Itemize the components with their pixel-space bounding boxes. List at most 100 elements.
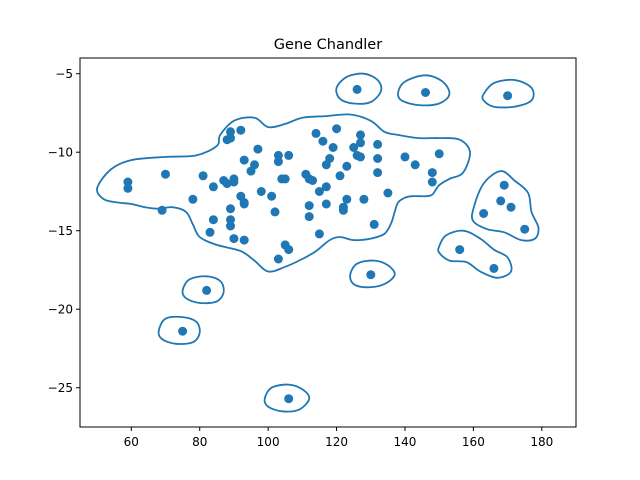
- scatter-point: [273, 254, 283, 264]
- density-contour-5: [437, 229, 513, 279]
- scatter-point: [284, 394, 294, 404]
- scatter-point: [205, 227, 215, 237]
- density-contour-8: [157, 315, 201, 345]
- scatter-point: [280, 174, 290, 184]
- scatter-point: [325, 154, 335, 163]
- scatter-point: [400, 152, 410, 162]
- density-contour-6: [349, 259, 396, 289]
- scatter-point: [270, 207, 280, 217]
- scatter-point: [267, 191, 277, 201]
- plot-area-frame: [79, 57, 577, 428]
- scatter-point: [359, 194, 369, 204]
- x-tick-label: 120: [325, 435, 348, 449]
- scatter-point: [157, 205, 167, 215]
- scatter-point: [202, 285, 212, 295]
- scatter-point: [161, 169, 170, 179]
- scatter-point: [123, 177, 133, 187]
- y-tick-label: −15: [48, 224, 73, 238]
- x-tick-label: 180: [530, 435, 553, 449]
- scatter-point: [335, 171, 345, 181]
- scatter-point: [208, 215, 218, 225]
- x-tick-label: 60: [124, 435, 139, 449]
- scatter-point: [198, 171, 208, 181]
- scatter-point: [427, 177, 437, 187]
- scatter-point: [311, 128, 321, 138]
- scatter-point: [229, 174, 239, 184]
- scatter-point: [455, 245, 465, 255]
- density-contour-1: [335, 72, 383, 105]
- scatter-point: [373, 154, 383, 163]
- y-axis-ticks: −5 −10 −15 −20 −25: [48, 67, 80, 395]
- scatter-point: [284, 150, 294, 160]
- scatter-point: [250, 160, 259, 170]
- scatter-point: [284, 245, 294, 255]
- scatter-point: [421, 88, 430, 97]
- scatter-point: [226, 204, 235, 214]
- scatter-point: [239, 155, 249, 165]
- scatter-point: [427, 168, 437, 178]
- scatter-point: [342, 194, 352, 204]
- density-contour-9: [263, 383, 311, 413]
- scatter-point: [356, 152, 365, 162]
- scatter-point: [188, 194, 198, 204]
- scatter-point: [239, 198, 249, 207]
- scatter-point: [123, 183, 133, 193]
- density-contour-7: [181, 275, 225, 305]
- scatter-point: [503, 91, 513, 101]
- scatter-point: [222, 179, 232, 189]
- density-contour-2: [397, 74, 451, 107]
- scatter-point: [349, 143, 359, 152]
- scatter-point: [332, 124, 342, 134]
- scatter-point: [273, 157, 283, 167]
- scatter-point: [369, 219, 379, 229]
- x-tick-label: 100: [257, 435, 280, 449]
- scatter-points: [123, 84, 530, 404]
- chart-title: Gene Chandler: [274, 37, 382, 53]
- scatter-point: [328, 143, 338, 152]
- density-contour-0: [96, 113, 471, 273]
- scatter-point: [342, 161, 352, 171]
- scatter-point: [304, 212, 314, 222]
- scatter-point: [489, 263, 499, 273]
- scatter-point: [373, 139, 383, 149]
- scatter-point: [499, 180, 509, 190]
- y-tick-label: −10: [48, 146, 73, 160]
- scatter-point: [229, 234, 239, 244]
- y-tick-label: −25: [48, 381, 73, 395]
- scatter-point: [226, 221, 235, 231]
- scatter-point: [253, 144, 263, 154]
- scatter-point: [226, 133, 235, 143]
- scatter-point: [496, 196, 506, 206]
- x-tick-label: 160: [462, 435, 485, 449]
- scatter-point: [256, 187, 266, 196]
- scatter-point: [366, 270, 376, 280]
- density-contour-4: [471, 170, 540, 242]
- scatter-point: [273, 150, 283, 160]
- scatter-point: [321, 182, 331, 192]
- scatter-point: [321, 199, 331, 209]
- density-contours: [96, 72, 540, 413]
- scatter-point: [338, 205, 348, 215]
- scatter-point: [506, 202, 516, 212]
- density-contour-3: [481, 78, 535, 109]
- scatter-point: [520, 224, 530, 234]
- scatter-point: [308, 176, 318, 185]
- scatter-point: [304, 201, 314, 211]
- scatter-point: [373, 168, 383, 178]
- scatter-point: [239, 235, 249, 245]
- scatter-point: [236, 125, 246, 135]
- scatter-point: [208, 182, 218, 192]
- scatter-point: [226, 215, 235, 225]
- scatter-point: [410, 160, 420, 170]
- scatter-point: [226, 127, 235, 137]
- y-tick-label: −5: [55, 67, 73, 81]
- scatter-point: [314, 187, 324, 196]
- scatter-point: [318, 136, 328, 146]
- x-tick-label: 80: [192, 435, 207, 449]
- scatter-point: [383, 188, 393, 198]
- scatter-point: [479, 209, 489, 218]
- x-tick-label: 140: [394, 435, 417, 449]
- scatter-point: [178, 326, 188, 336]
- scatter-point: [314, 229, 324, 239]
